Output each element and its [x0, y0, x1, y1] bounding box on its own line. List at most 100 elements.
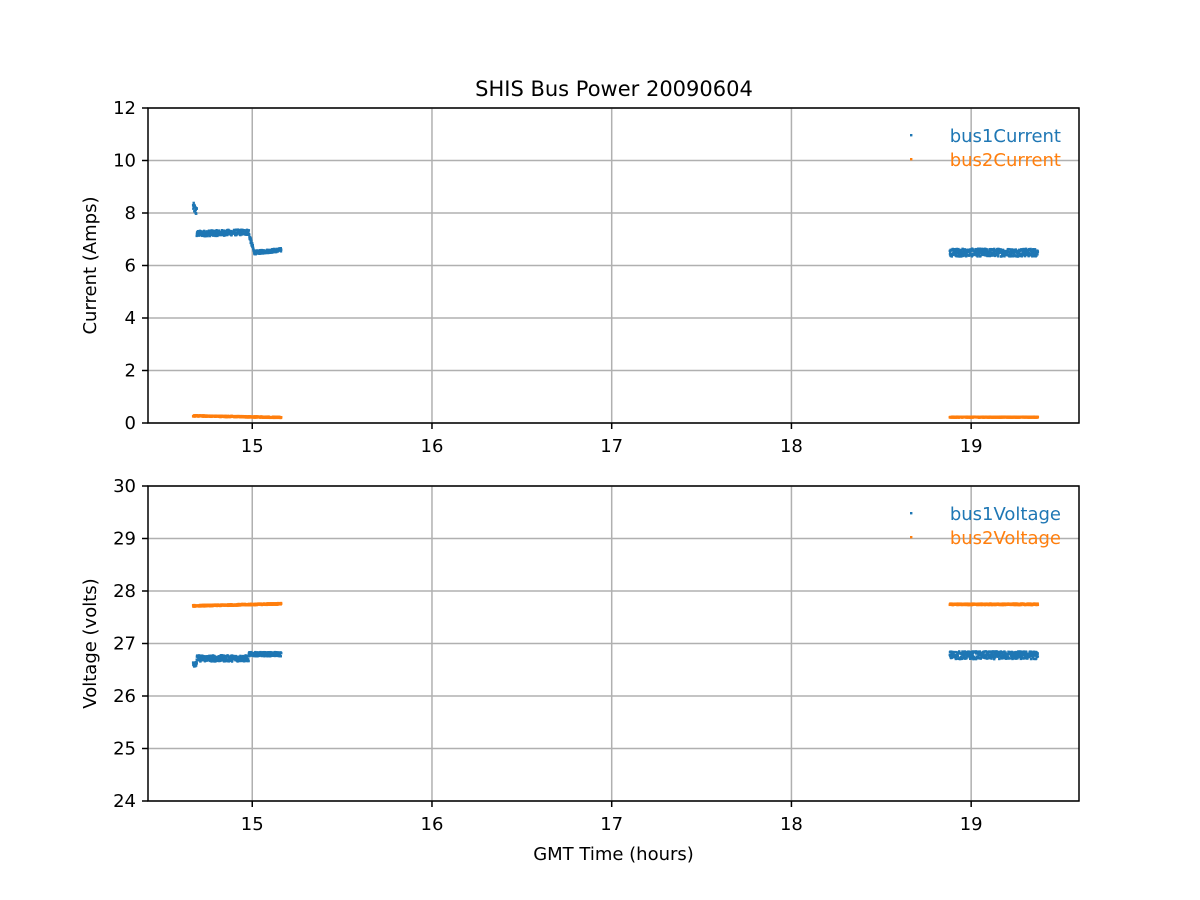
voltage-ticks: 15 16 17 18 19 24 25 26 27 28 29 30	[113, 476, 983, 835]
data-point	[1033, 254, 1036, 257]
data-point	[1003, 654, 1007, 658]
data-point	[232, 654, 235, 658]
data-point	[998, 251, 1002, 254]
data-point	[990, 249, 993, 252]
data-point	[1026, 652, 1030, 655]
data-point	[996, 251, 1000, 254]
data-point	[263, 654, 266, 657]
data-point	[264, 650, 267, 654]
data-point	[247, 230, 250, 233]
legend-marker	[910, 134, 913, 137]
data-point	[249, 241, 252, 245]
data-point	[1026, 248, 1030, 251]
data-point	[216, 233, 219, 236]
data-point	[1024, 250, 1028, 254]
data-point	[223, 232, 226, 235]
data-point	[241, 657, 244, 660]
chart-title: SHIS Bus Power 20090604	[475, 77, 753, 101]
data-point	[986, 657, 989, 660]
data-point	[1032, 656, 1035, 659]
data-point	[1036, 253, 1039, 256]
data-point	[956, 250, 960, 254]
data-point	[234, 654, 238, 658]
data-point	[993, 657, 996, 661]
data-point	[237, 232, 241, 235]
data-point	[1001, 654, 1005, 657]
data-point	[220, 233, 223, 237]
data-point	[1007, 247, 1010, 251]
data-point	[1014, 650, 1018, 654]
data-point	[1021, 654, 1025, 657]
data-point	[199, 654, 203, 658]
y-tick-label: 2	[125, 361, 136, 382]
data-point	[954, 253, 958, 256]
data-point	[1036, 415, 1040, 419]
y-tick-label: 6	[125, 256, 136, 277]
data-point	[972, 248, 975, 251]
data-point	[201, 231, 205, 234]
x-tick-label: 15	[241, 436, 264, 457]
data-point	[203, 231, 207, 234]
data-point	[956, 249, 960, 252]
data-point	[214, 234, 217, 238]
data-point	[1003, 255, 1006, 258]
data-point	[208, 229, 211, 233]
data-point	[950, 656, 954, 659]
data-point	[990, 657, 993, 660]
data-point	[985, 650, 988, 653]
data-point	[237, 655, 240, 658]
data-point	[279, 247, 282, 250]
data-point	[206, 234, 209, 238]
y-tick-label: 8	[125, 203, 136, 224]
data-point	[247, 658, 250, 661]
data-point	[991, 253, 995, 256]
data-point	[992, 251, 996, 254]
data-point	[1016, 657, 1019, 660]
x-tick-label: 16	[421, 436, 444, 457]
data-point	[280, 651, 283, 655]
data-point	[968, 655, 972, 658]
data-point	[1012, 251, 1015, 254]
legend-label: bus2Current	[950, 150, 1061, 171]
data-point	[1027, 254, 1030, 258]
current-legend: bus1Current bus2Current	[910, 126, 1061, 171]
voltage-grid	[148, 485, 1079, 802]
data-point	[950, 255, 953, 258]
x-tick-label: 19	[960, 814, 983, 835]
data-point	[1031, 653, 1034, 657]
data-point	[1010, 654, 1013, 657]
data-point	[243, 659, 246, 662]
data-point	[994, 655, 998, 658]
data-point	[219, 230, 222, 234]
data-point	[958, 650, 961, 653]
data-point	[976, 650, 979, 653]
data-point	[961, 654, 964, 657]
legend-marker	[910, 512, 913, 515]
data-point	[216, 655, 219, 659]
data-point	[1035, 654, 1038, 657]
data-point	[951, 247, 954, 251]
data-point	[1023, 254, 1027, 258]
data-point	[243, 229, 247, 232]
data-point	[1026, 250, 1030, 253]
data-point	[971, 247, 974, 250]
data-point	[996, 253, 1000, 256]
data-point	[1020, 255, 1024, 258]
data-point	[1008, 653, 1011, 656]
data-point	[979, 254, 982, 257]
data-point	[265, 651, 269, 654]
data-point	[221, 654, 224, 658]
data-point	[960, 250, 963, 254]
data-point	[969, 253, 973, 256]
data-point	[1018, 650, 1021, 653]
data-point	[1035, 657, 1038, 660]
data-point	[979, 657, 983, 660]
data-point	[965, 255, 968, 258]
data-point	[248, 233, 251, 237]
data-point	[205, 658, 209, 661]
data-point	[953, 650, 956, 654]
data-point	[1004, 653, 1007, 656]
data-point	[1016, 249, 1019, 252]
data-point	[256, 655, 259, 658]
data-point	[240, 230, 243, 234]
